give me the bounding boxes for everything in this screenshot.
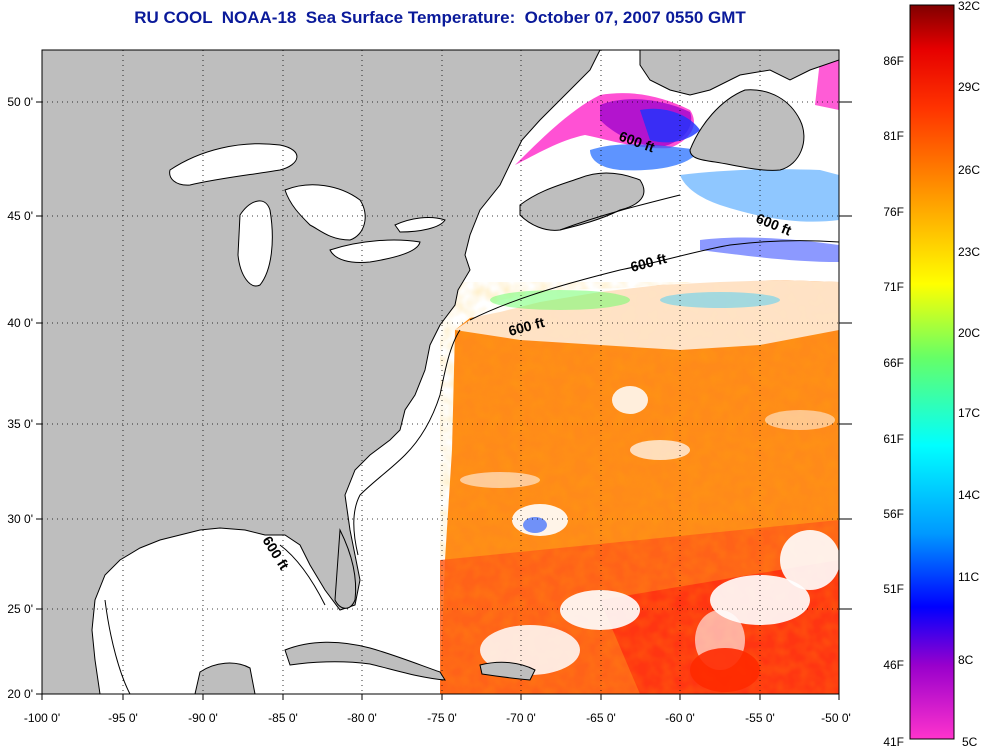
sst-swath [440,280,839,694]
celsius-label: 29C [958,80,980,94]
fahrenheit-label: 81F [883,129,904,143]
lon-tick-label: -65 0' [586,711,616,725]
great-lakes [169,143,446,287]
fahrenheit-label: 56F [883,507,904,521]
lon-tick-label: -80 0' [347,711,377,725]
fahrenheit-label: 41F [883,735,904,749]
fahrenheit-label: 46F [883,658,904,672]
map-frame [41,49,840,695]
isobath-600ft [104,194,839,694]
frame-ticks [36,101,852,700]
celsius-label: 14C [958,488,980,502]
fahrenheit-label: 51F [883,582,904,596]
fahrenheit-label: 66F [883,356,904,370]
celsius-label: 23C [958,245,980,259]
celsius-label: 20C [958,326,980,340]
fahrenheit-label: 61F [883,432,904,446]
lon-tick-label: -75 0' [427,711,457,725]
lon-tick-label: -70 0' [506,711,536,725]
celsius-label: 26C [958,163,980,177]
northern-sst-patches [515,58,839,262]
lon-tick-label: -85 0' [268,711,298,725]
colorbar: 32C 29C 26C 23C 20C 17C 14C 11C 8C 5C 86… [883,0,980,749]
lat-tick-label: 50 0' [7,95,33,109]
lat-tick-label: 20 0' [7,687,33,701]
lat-tick-label: 25 0' [7,602,33,616]
celsius-label: 8C [958,653,974,667]
lon-tick-label: -90 0' [188,711,218,725]
fahrenheit-label: 71F [883,280,904,294]
colorbar-fahrenheit-labels: 86F 81F 76F 71F 66F 61F 56F 51F 46F 41F [883,54,904,749]
colorbar-celsius-labels: 32C 29C 26C 23C 20C 17C 14C 11C 8C 5C [958,0,980,749]
latitude-labels: 20 0' 25 0' 30 0' 35 0' 40 0' 45 0' 50 0… [7,95,33,701]
fahrenheit-label: 76F [883,205,904,219]
land-masses [42,50,839,694]
celsius-label: 5C [962,735,978,749]
celsius-label: 17C [958,406,980,420]
lat-tick-label: 45 0' [7,209,33,223]
lat-tick-label: 40 0' [7,316,33,330]
map-title: RU COOL NOAA-18 Sea Surface Temperature:… [134,8,746,27]
lon-tick-label: -95 0' [108,711,138,725]
lon-tick-label: -60 0' [665,711,695,725]
lon-tick-label: -50 0' [821,711,851,725]
celsius-label: 11C [958,570,979,584]
lon-tick-label: -100 0' [24,711,60,725]
lat-tick-label: 30 0' [7,512,33,526]
longitude-labels: -100 0' -95 0' -90 0' -85 0' -80 0' -75 … [24,711,851,725]
colorbar-gradient [909,4,955,740]
lon-tick-label: -55 0' [745,711,775,725]
lat-tick-label: 35 0' [7,417,33,431]
celsius-label: 32C [958,0,980,13]
fahrenheit-label: 86F [883,54,904,68]
